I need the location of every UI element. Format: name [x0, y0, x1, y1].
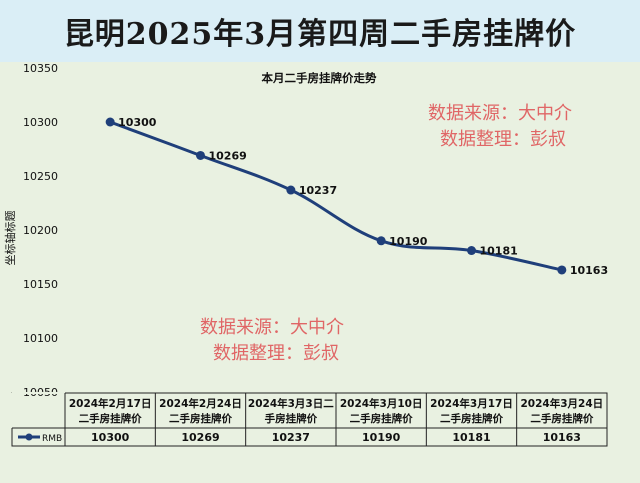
watermark-source: 数据来源：大中介 [428, 103, 572, 124]
series-layer: 10300 10269 10237 10190 10181 10163 [105, 116, 608, 277]
chart-title: 本月二手房挂牌价走势 [262, 71, 377, 85]
y-tick-label: 10350 [23, 62, 58, 75]
data-point [467, 246, 476, 256]
page-title: 昆明2025年3月第四周二手房挂牌价 [0, 0, 640, 62]
x-category-label: 二手房挂牌价 [350, 412, 413, 425]
data-label: 10163 [570, 264, 608, 277]
data-point [196, 150, 205, 160]
series-line-rmb [109, 120, 563, 272]
y-tick-label: 10300 [23, 116, 58, 129]
data-point [376, 236, 386, 246]
x-category-label: 2024年2月17日 [69, 397, 152, 410]
x-category-label: 二手房挂牌价 [530, 412, 593, 425]
data-label: 10237 [299, 184, 337, 197]
table-value-cell: 10300 [91, 431, 130, 444]
chart-area [0, 62, 640, 483]
x-category-label: 手房挂牌价 [265, 412, 318, 425]
data-label: 10269 [209, 149, 247, 162]
watermark-credit: 数据整理：彭叔 [440, 129, 566, 150]
table-value-cell: 10269 [181, 431, 219, 444]
x-category-label: 2024年3月24日 [521, 397, 604, 410]
x-category-label: 2024年3月17日 [430, 397, 513, 410]
table-value-cell: 10190 [362, 431, 401, 444]
data-point [286, 185, 296, 195]
y-tick-label: 10250 [23, 170, 58, 183]
x-category-label: 二手房挂牌价 [440, 412, 503, 425]
y-axis-label: 坐标轴标题 [3, 211, 17, 266]
data-label: 10190 [389, 235, 428, 248]
data-label: 10181 [480, 245, 518, 258]
x-category-label: 2024年2月24日 [159, 397, 242, 410]
x-category-label: 二手房挂牌价 [79, 412, 142, 425]
data-label: 10300 [118, 116, 157, 129]
x-category-label: 2024年3月10日 [340, 397, 423, 410]
data-point [557, 265, 567, 275]
table-value-cell: 10181 [452, 431, 490, 444]
watermark-credit: 数据整理：彭叔 [213, 343, 339, 364]
data-point [105, 117, 115, 127]
watermark-layer: 数据来源：大中介 数据整理：彭叔 数据来源：大中介 数据整理：彭叔 [200, 103, 572, 364]
y-tick-label: 10200 [23, 224, 58, 237]
x-category-label: 2024年3月3日二 [248, 397, 334, 410]
y-tick-label: 10100 [23, 332, 58, 345]
y-tick-label: 10150 [23, 278, 58, 291]
x-category-label: 二手房挂牌价 [169, 412, 232, 425]
table-value-cell: 10237 [272, 431, 310, 444]
legend-label: RMB [42, 434, 62, 444]
legend-marker-swatch [25, 433, 33, 441]
watermark-source: 数据来源：大中介 [200, 317, 344, 338]
data-table: 2024年2月17日二手房挂牌价2024年2月24日二手房挂牌价2024年3月3… [11, 392, 608, 447]
table-value-cell: 10163 [543, 431, 581, 444]
